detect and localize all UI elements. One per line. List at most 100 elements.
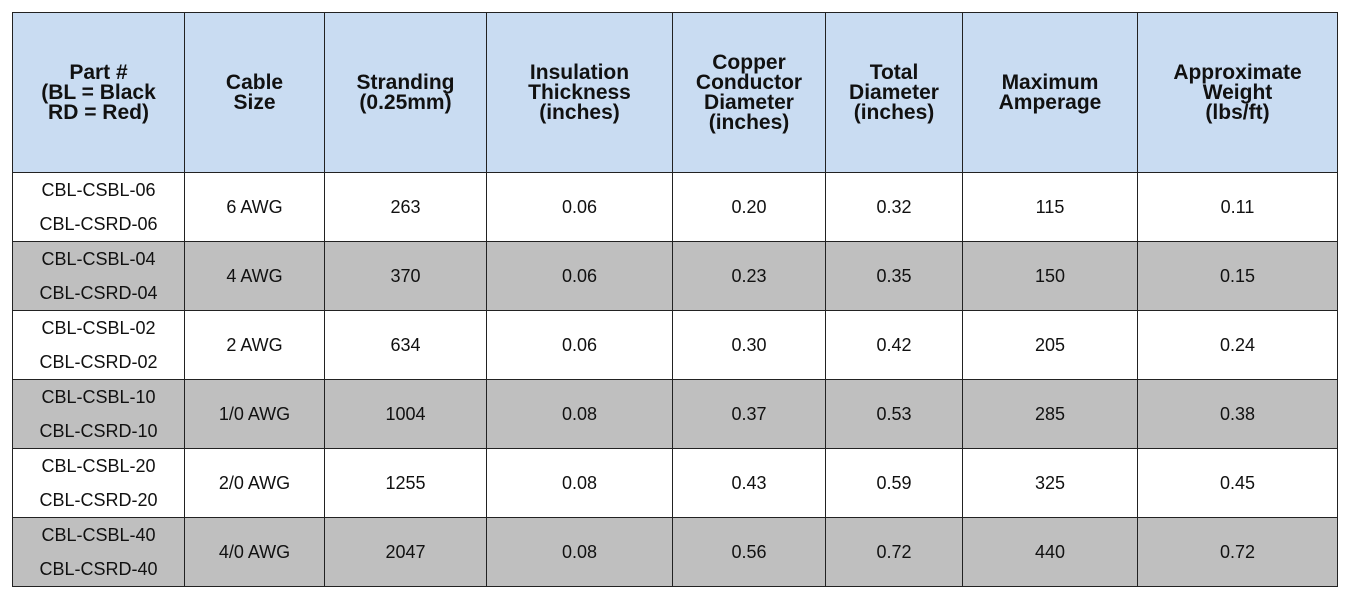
table-cell: 0.38	[1137, 379, 1338, 449]
header-cell: Stranding (0.25mm)	[324, 12, 487, 173]
header-row: Part # (BL = Black RD = Red) Cable Size Stran…	[12, 12, 1338, 173]
cell-line: CBL-CSRD-10	[39, 421, 158, 441]
cell-line: (lbs/ft)	[1205, 100, 1270, 124]
header-cell: Maximum Amperage	[962, 12, 1138, 173]
table-cell: 285	[962, 379, 1138, 449]
table-cell: 370	[324, 241, 487, 311]
header-cell: Insulation Thickness (inches)	[486, 12, 673, 173]
table-cell: 0.20	[672, 172, 826, 242]
table-cell: 0.24	[1137, 310, 1338, 380]
table-row: CBL-CSBL-02 CBL-CSRD-02 2 AWG 634 0.06 0.30 0.…	[12, 310, 1338, 380]
cell-line: Insulation	[529, 60, 630, 84]
table-cell: 0.32	[825, 172, 963, 242]
cell-line: Approximate	[1173, 60, 1302, 84]
table-cell: CBL-CSBL-20 CBL-CSRD-20	[12, 448, 185, 518]
cell-line: CBL-CSRD-40	[39, 559, 158, 579]
table-cell: CBL-CSBL-40 CBL-CSRD-40	[12, 517, 185, 587]
cell-line: Maximum	[1001, 70, 1099, 94]
cell-line: Cable	[225, 70, 284, 94]
table-cell: 0.08	[486, 517, 673, 587]
table-cell: 0.08	[486, 379, 673, 449]
cell-line: CBL-CSBL-02	[41, 318, 156, 338]
table: Part # (BL = Black RD = Red) Cable Size Stran…	[12, 12, 1338, 587]
cell-line: Weight	[1202, 80, 1273, 104]
table-cell: 263	[324, 172, 487, 242]
cell-line: CBL-CSRD-06	[39, 214, 158, 234]
table-cell: CBL-CSBL-10 CBL-CSRD-10	[12, 379, 185, 449]
table-cell: 0.35	[825, 241, 963, 311]
table-cell: 0.45	[1137, 448, 1338, 518]
cell-line: Diameter	[704, 90, 794, 114]
table-cell: CBL-CSBL-06 CBL-CSRD-06	[12, 172, 185, 242]
cell-line: CBL-CSBL-06	[41, 180, 156, 200]
table-cell: 4 AWG	[184, 241, 325, 311]
cell-line: CBL-CSBL-04	[41, 249, 156, 269]
table-cell: CBL-CSBL-04 CBL-CSRD-04	[12, 241, 185, 311]
table-cell: 2047	[324, 517, 487, 587]
table-cell: 4/0 AWG	[184, 517, 325, 587]
table-cell: 325	[962, 448, 1138, 518]
cell-line: CBL-CSRD-20	[39, 490, 158, 510]
header-cell: Cable Size	[184, 12, 325, 173]
table-cell: 2 AWG	[184, 310, 325, 380]
cell-line: Thickness	[528, 80, 631, 104]
table-cell: 0.23	[672, 241, 826, 311]
table-cell: 0.11	[1137, 172, 1338, 242]
cell-line: Size	[233, 90, 276, 114]
cell-line: Copper	[712, 50, 786, 74]
table-cell: 0.37	[672, 379, 826, 449]
table-cell: 0.59	[825, 448, 963, 518]
table-body: CBL-CSBL-06 CBL-CSRD-06 6 AWG 263 0.06 0.20 0.…	[12, 172, 1338, 587]
cell-line: Amperage	[998, 90, 1102, 114]
table-cell: 0.06	[486, 172, 673, 242]
header-cell: Approximate Weight (lbs/ft)	[1137, 12, 1338, 173]
table-row: CBL-CSBL-04 CBL-CSRD-04 4 AWG 370 0.06 0.23 0.…	[12, 241, 1338, 311]
table-cell: 440	[962, 517, 1138, 587]
header-cell: Total Diameter (inches)	[825, 12, 963, 173]
table-cell: 0.53	[825, 379, 963, 449]
table-cell: 0.56	[672, 517, 826, 587]
table-container: Part # (BL = Black RD = Red) Cable Size Stran…	[12, 12, 1338, 587]
cell-line: (inches)	[539, 100, 620, 124]
table-row: CBL-CSBL-06 CBL-CSRD-06 6 AWG 263 0.06 0.20 0.…	[12, 172, 1338, 242]
cell-line: (inches)	[853, 100, 935, 124]
cell-line: CBL-CSBL-20	[41, 456, 156, 476]
table-row: CBL-CSBL-40 CBL-CSRD-40 4/0 AWG 2047 0.08 0.5…	[12, 517, 1338, 587]
table-cell: 6 AWG	[184, 172, 325, 242]
table-row: CBL-CSBL-20 CBL-CSRD-20 2/0 AWG 1255 0.08 0.4…	[12, 448, 1338, 518]
table-cell: 1004	[324, 379, 487, 449]
header-cell: Part # (BL = Black RD = Red)	[12, 12, 185, 173]
table-cell: 150	[962, 241, 1138, 311]
table-cell: 0.42	[825, 310, 963, 380]
table-cell: 115	[962, 172, 1138, 242]
table-row: CBL-CSBL-10 CBL-CSRD-10 1/0 AWG 1004 0.08 0.3…	[12, 379, 1338, 449]
table-cell: 0.06	[486, 310, 673, 380]
table-cell: 1255	[324, 448, 487, 518]
cell-line: (0.25mm)	[359, 90, 452, 114]
cell-line: CBL-CSBL-10	[41, 387, 156, 407]
cell-line: CBL-CSBL-40	[41, 525, 156, 545]
cell-line: RD = Red)	[48, 100, 149, 124]
table-cell: 2/0 AWG	[184, 448, 325, 518]
cell-line: Diameter	[849, 80, 939, 104]
cell-line: Part #	[69, 60, 128, 84]
cell-line: (inches)	[708, 110, 790, 134]
header-cell: Copper Conductor Diameter (inches)	[672, 12, 826, 173]
cell-line: Stranding	[356, 70, 455, 94]
table-cell: 0.15	[1137, 241, 1338, 311]
table-cell: 0.43	[672, 448, 826, 518]
cell-line: CBL-CSRD-04	[39, 283, 158, 303]
cell-line: CBL-CSRD-02	[39, 352, 158, 372]
cell-line: Conductor	[695, 70, 803, 94]
table-cell: CBL-CSBL-02 CBL-CSRD-02	[12, 310, 185, 380]
cell-line: Total	[869, 60, 919, 84]
table-cell: 634	[324, 310, 487, 380]
cell-line: (BL = Black	[41, 80, 156, 104]
table-cell: 0.72	[1137, 517, 1338, 587]
table-cell: 0.72	[825, 517, 963, 587]
table-cell: 1/0 AWG	[184, 379, 325, 449]
table-cell: 0.08	[486, 448, 673, 518]
table-cell: 0.30	[672, 310, 826, 380]
table-cell: 205	[962, 310, 1138, 380]
